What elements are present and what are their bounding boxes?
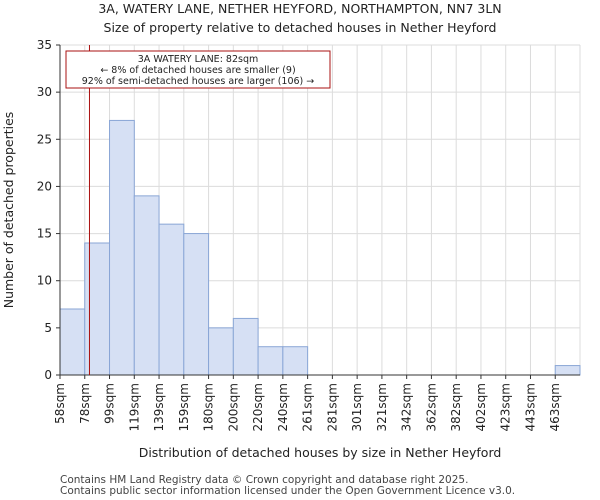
y-tick-label: 30 [37, 85, 52, 99]
annotation-line-2: ← 8% of detached houses are smaller (9) [100, 65, 295, 76]
bar-99sqm [109, 119, 135, 376]
bar-200sqm [232, 317, 259, 376]
bar-220sqm [257, 346, 284, 376]
x-tick-label: 342sqm [400, 383, 414, 431]
bar-139sqm [158, 223, 185, 376]
x-tick-label: 139sqm [152, 383, 166, 431]
x-tick-label: 443sqm [523, 383, 537, 431]
x-tick-label: 99sqm [103, 383, 117, 424]
bar-463sqm [554, 365, 581, 376]
x-tick-label: 281sqm [325, 383, 339, 431]
footer-line-2: Contains public sector information licen… [60, 485, 515, 497]
x-tick-label: 423sqm [499, 383, 513, 431]
y-tick-label: 0 [44, 368, 52, 382]
bar-240sqm [282, 346, 309, 376]
x-tick-label: 362sqm [424, 383, 438, 431]
x-tick-label: 463sqm [548, 383, 562, 431]
x-tick-label: 159sqm [177, 383, 191, 431]
x-tick-label: 180sqm [202, 383, 216, 431]
annotation-line-3: 92% of semi-detached houses are larger (… [82, 76, 315, 87]
x-tick-label: 58sqm [53, 383, 67, 424]
chart-subtitle: Size of property relative to detached ho… [104, 20, 497, 35]
footer-line-1: Contains HM Land Registry data © Crown c… [60, 474, 468, 486]
y-tick-label: 15 [37, 227, 52, 241]
x-tick-label: 382sqm [449, 383, 463, 431]
y-tick-label: 35 [37, 38, 52, 52]
y-tick-label: 10 [37, 274, 52, 288]
y-tick-label: 20 [37, 179, 52, 193]
x-tick-label: 261sqm [301, 383, 315, 431]
chart-title: 3A, WATERY LANE, NETHER HEYFORD, NORTHAM… [98, 1, 501, 16]
y-tick-label: 25 [37, 132, 52, 146]
axes [56, 44, 580, 379]
y-tick-labels: 0 5 10 15 20 25 30 35 [37, 38, 52, 382]
x-axis-label: Distribution of detached houses by size … [139, 445, 502, 460]
bar-159sqm [183, 233, 210, 376]
bar-78sqm [84, 242, 111, 376]
x-tick-label: 301sqm [350, 383, 364, 431]
annotation-box [65, 50, 331, 89]
bar-180sqm [208, 327, 234, 376]
y-tick-label: 5 [44, 321, 52, 335]
bar-58sqm [59, 308, 86, 376]
x-tick-label: 200sqm [226, 383, 240, 431]
annotation-line-1: 3A WATERY LANE: 82sqm [138, 54, 258, 65]
y-axis-label: Number of detached properties [1, 112, 16, 309]
x-tick-label: 119sqm [127, 383, 141, 431]
x-tick-label: 321sqm [375, 383, 389, 431]
x-tick-labels: 58sqm 78sqm 99sqm 119sqm 139sqm 159sqm 180sqm 2… [53, 383, 562, 431]
x-tick-label: 402sqm [474, 383, 488, 431]
bar-119sqm [133, 195, 160, 376]
bars [59, 119, 581, 376]
x-tick-label: 220sqm [251, 383, 265, 431]
x-tick-label: 240sqm [276, 383, 290, 431]
x-tick-label: 78sqm [78, 383, 92, 424]
